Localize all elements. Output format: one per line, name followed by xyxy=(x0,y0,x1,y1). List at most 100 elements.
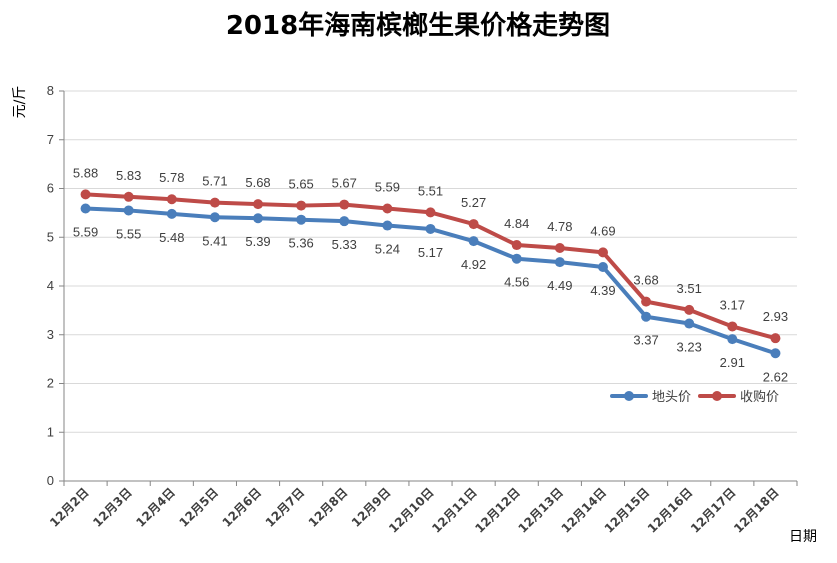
data-label: 4.78 xyxy=(547,219,572,234)
data-point xyxy=(425,223,436,234)
x-tick-label: 12月9日 xyxy=(349,485,394,530)
data-label: 3.37 xyxy=(633,333,658,348)
data-point xyxy=(253,213,264,224)
data-label: 5.55 xyxy=(116,226,141,241)
x-axis-label: 日期 xyxy=(789,529,817,545)
legend-label-2: 收购价 xyxy=(740,389,779,405)
data-point xyxy=(123,191,134,202)
data-label: 5.68 xyxy=(245,175,270,190)
x-tick-label: 12月11日 xyxy=(429,485,479,535)
data-label: 5.36 xyxy=(288,236,313,251)
data-label: 3.17 xyxy=(720,297,745,312)
legend-marker-1 xyxy=(624,391,634,401)
data-label: 5.33 xyxy=(332,237,357,252)
data-point xyxy=(770,333,781,344)
x-tick-label: 12月15日 xyxy=(602,485,652,535)
x-tick-label: 12月10日 xyxy=(386,485,436,535)
data-label: 5.41 xyxy=(202,233,227,248)
data-label: 5.71 xyxy=(202,174,227,189)
data-labels: 5.59 5.55 5.48 5.41 5.39 5.36 5.33 5.24 5.17 4.92… xyxy=(73,165,788,384)
data-label: 5.88 xyxy=(73,165,98,180)
chart-title: 2018年海南槟榔生果价格走势图 xyxy=(226,10,610,41)
data-label: 4.69 xyxy=(590,223,615,238)
x-tick-label: 12月17日 xyxy=(688,485,738,535)
data-label: 3.51 xyxy=(677,281,702,296)
y-axis-label: 元/斤 xyxy=(12,86,28,119)
x-tick-label: 12月3日 xyxy=(90,485,135,530)
data-point xyxy=(511,253,522,264)
y-tick-label: 4 xyxy=(47,278,54,293)
data-point xyxy=(253,199,264,210)
data-label: 5.27 xyxy=(461,195,486,210)
data-label: 3.68 xyxy=(633,273,658,288)
data-point xyxy=(511,240,522,251)
x-tick-label: 12月14日 xyxy=(559,485,609,535)
data-point xyxy=(382,220,393,231)
data-point xyxy=(641,296,652,307)
data-label: 5.83 xyxy=(116,168,141,183)
data-label: 4.92 xyxy=(461,257,486,272)
data-point xyxy=(770,348,781,359)
data-point xyxy=(554,257,565,268)
data-label: 4.49 xyxy=(547,278,572,293)
data-point xyxy=(641,311,652,322)
legend-marker-2 xyxy=(712,391,722,401)
data-point xyxy=(296,200,307,211)
x-tick-label: 12月6日 xyxy=(220,485,265,530)
data-label: 4.56 xyxy=(504,275,529,290)
data-label: 5.65 xyxy=(288,177,313,192)
x-tick-label: 12月12日 xyxy=(472,485,522,535)
y-tick-label: 5 xyxy=(47,229,54,244)
legend-label-1: 地头价 xyxy=(652,390,691,405)
x-tick-label: 12月8日 xyxy=(306,485,351,530)
data-label: 5.48 xyxy=(159,230,184,245)
y-tick-label: 3 xyxy=(47,327,54,342)
data-label: 5.59 xyxy=(73,224,98,239)
data-label: 4.39 xyxy=(590,283,615,298)
data-label: 3.23 xyxy=(677,340,702,355)
data-label: 5.59 xyxy=(375,179,400,194)
data-point xyxy=(166,208,177,219)
data-label: 2.93 xyxy=(763,309,788,324)
data-point xyxy=(468,236,479,247)
data-label: 5.24 xyxy=(375,242,400,257)
series-lines xyxy=(80,189,781,359)
y-tick-label: 0 xyxy=(47,473,54,488)
data-point xyxy=(425,207,436,218)
data-point xyxy=(468,219,479,230)
data-point xyxy=(339,199,350,210)
data-label: 5.17 xyxy=(418,245,443,260)
data-point xyxy=(727,321,738,332)
data-point xyxy=(382,203,393,214)
data-point xyxy=(597,247,608,258)
y-tick-label: 7 xyxy=(47,132,54,147)
x-tick-label: 12月7日 xyxy=(263,485,308,530)
x-tick-label: 12月5日 xyxy=(176,485,221,530)
data-point xyxy=(166,194,177,205)
data-point xyxy=(727,334,738,345)
x-tick-label: 12月2日 xyxy=(47,485,92,530)
x-tick-label: 12月13日 xyxy=(515,485,565,535)
data-point xyxy=(597,261,608,272)
y-tick-label: 8 xyxy=(47,83,54,98)
data-point xyxy=(123,205,134,216)
data-point xyxy=(80,203,91,214)
data-label: 2.91 xyxy=(720,355,745,370)
x-tick-label: 12月4日 xyxy=(133,485,178,530)
data-point xyxy=(209,197,220,208)
data-point xyxy=(339,216,350,227)
data-label: 5.51 xyxy=(418,183,443,198)
y-tick-label: 1 xyxy=(47,424,54,439)
data-point xyxy=(209,212,220,223)
x-tick-label: 12月18日 xyxy=(731,485,781,535)
x-tick-label: 12月16日 xyxy=(645,485,695,535)
data-label: 4.84 xyxy=(504,216,529,231)
data-point xyxy=(554,242,565,253)
data-point xyxy=(684,304,695,315)
y-tick-label: 6 xyxy=(47,181,54,196)
data-label: 5.39 xyxy=(245,234,270,249)
data-label: 2.62 xyxy=(763,369,788,384)
data-point xyxy=(296,214,307,225)
